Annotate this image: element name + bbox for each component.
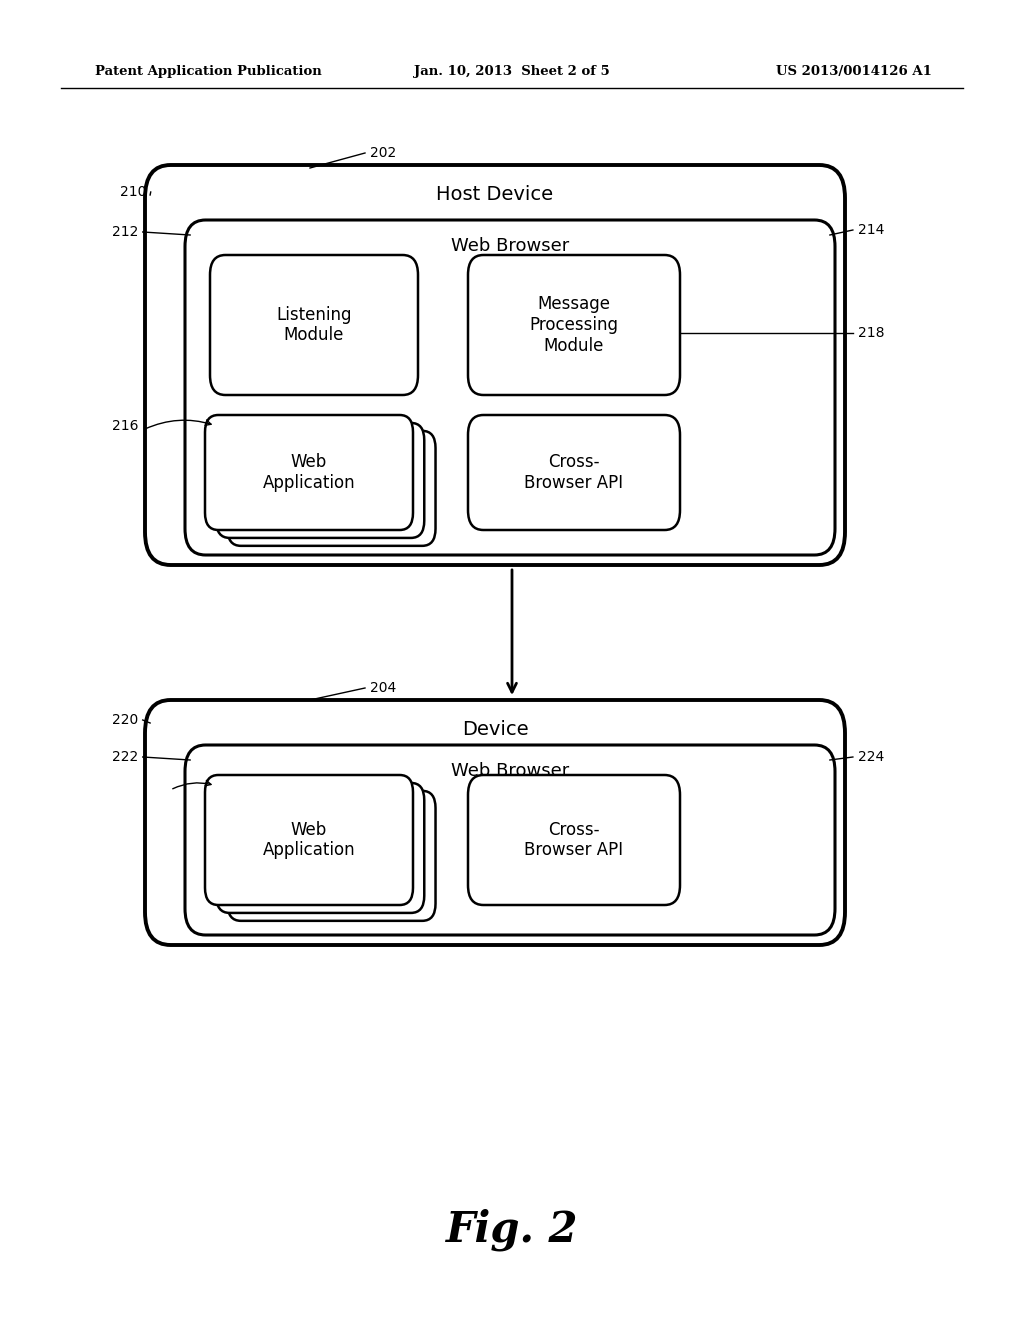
- Text: 204: 204: [370, 681, 396, 696]
- FancyBboxPatch shape: [185, 744, 835, 935]
- Text: 216: 216: [112, 418, 138, 433]
- Text: Listening
Module: Listening Module: [276, 306, 352, 345]
- Text: 218: 218: [858, 326, 885, 341]
- Text: 212: 212: [112, 224, 138, 239]
- Text: Host Device: Host Device: [436, 185, 554, 203]
- FancyBboxPatch shape: [185, 220, 835, 554]
- FancyBboxPatch shape: [216, 783, 424, 913]
- Text: 214: 214: [858, 223, 885, 238]
- Text: 220: 220: [112, 713, 138, 727]
- Text: 222: 222: [112, 750, 138, 764]
- FancyBboxPatch shape: [205, 414, 413, 531]
- Text: Fig. 2: Fig. 2: [445, 1209, 579, 1251]
- FancyBboxPatch shape: [468, 775, 680, 906]
- Text: 210: 210: [120, 185, 146, 199]
- Text: Message
Processing
Module: Message Processing Module: [529, 296, 618, 355]
- Text: 202: 202: [370, 147, 396, 160]
- FancyBboxPatch shape: [145, 700, 845, 945]
- FancyBboxPatch shape: [227, 430, 435, 546]
- FancyBboxPatch shape: [468, 255, 680, 395]
- Text: 224: 224: [858, 750, 885, 764]
- FancyBboxPatch shape: [205, 775, 413, 906]
- Text: Web Browser: Web Browser: [451, 763, 569, 780]
- Text: Device: Device: [462, 719, 528, 739]
- Text: Web
Application: Web Application: [263, 821, 355, 859]
- Text: Jan. 10, 2013  Sheet 2 of 5: Jan. 10, 2013 Sheet 2 of 5: [414, 66, 610, 78]
- Text: Patent Application Publication: Patent Application Publication: [95, 66, 322, 78]
- Text: Web Browser: Web Browser: [451, 238, 569, 255]
- FancyBboxPatch shape: [216, 422, 424, 539]
- FancyBboxPatch shape: [210, 255, 418, 395]
- Text: US 2013/0014126 A1: US 2013/0014126 A1: [776, 66, 932, 78]
- FancyBboxPatch shape: [227, 791, 435, 921]
- FancyBboxPatch shape: [468, 414, 680, 531]
- Text: Cross-
Browser API: Cross- Browser API: [524, 821, 624, 859]
- Text: Cross-
Browser API: Cross- Browser API: [524, 453, 624, 492]
- Text: Web
Application: Web Application: [263, 453, 355, 492]
- FancyBboxPatch shape: [145, 165, 845, 565]
